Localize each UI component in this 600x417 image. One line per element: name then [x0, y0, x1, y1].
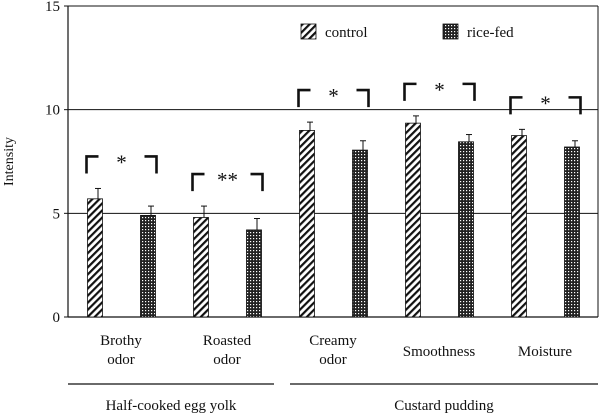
significance-marker: * — [116, 150, 127, 174]
y-tick-label: 10 — [45, 103, 60, 119]
legend-label: control — [325, 25, 368, 41]
category-label: odor — [107, 352, 135, 368]
significance-bracket — [297, 88, 370, 108]
bar-rice-fed — [246, 229, 262, 318]
group-label: Custard pudding — [394, 398, 494, 414]
bar-control — [87, 198, 103, 318]
bar-rice-fed — [140, 215, 156, 318]
category-label: Brothy — [100, 333, 142, 349]
y-tick-label: 15 — [45, 0, 60, 15]
significance-bracket — [85, 155, 158, 174]
bar-control — [299, 129, 315, 318]
legend-swatch-control — [300, 23, 317, 40]
bar-rice-fed — [352, 149, 368, 318]
significance-marker: ** — [217, 168, 238, 192]
bar-control — [193, 217, 209, 318]
significance-marker: * — [434, 78, 445, 102]
category-label: odor — [213, 352, 241, 368]
y-tick-label: 0 — [53, 310, 61, 326]
significance-marker: * — [328, 84, 339, 108]
bar-control — [511, 135, 527, 318]
bar-control — [405, 122, 421, 318]
legend-label: rice-fed — [467, 25, 514, 41]
category-label: Roasted — [203, 333, 252, 349]
significance-bracket — [191, 172, 264, 192]
y-tick-label: 5 — [53, 206, 61, 222]
legend-swatch-rice-fed — [442, 23, 459, 40]
category-label: Creamy — [309, 333, 357, 349]
group-label: Half-cooked egg yolk — [106, 398, 237, 414]
y-axis-label: Intensity — [2, 137, 17, 186]
category-label: Moisture — [518, 344, 573, 360]
bar-rice-fed — [564, 146, 580, 318]
category-label: odor — [319, 352, 347, 368]
significance-bracket — [509, 96, 582, 115]
significance-bracket — [403, 82, 476, 101]
bar-rice-fed — [458, 141, 474, 318]
category-label: Smoothness — [403, 344, 476, 360]
significance-marker: * — [540, 91, 551, 115]
